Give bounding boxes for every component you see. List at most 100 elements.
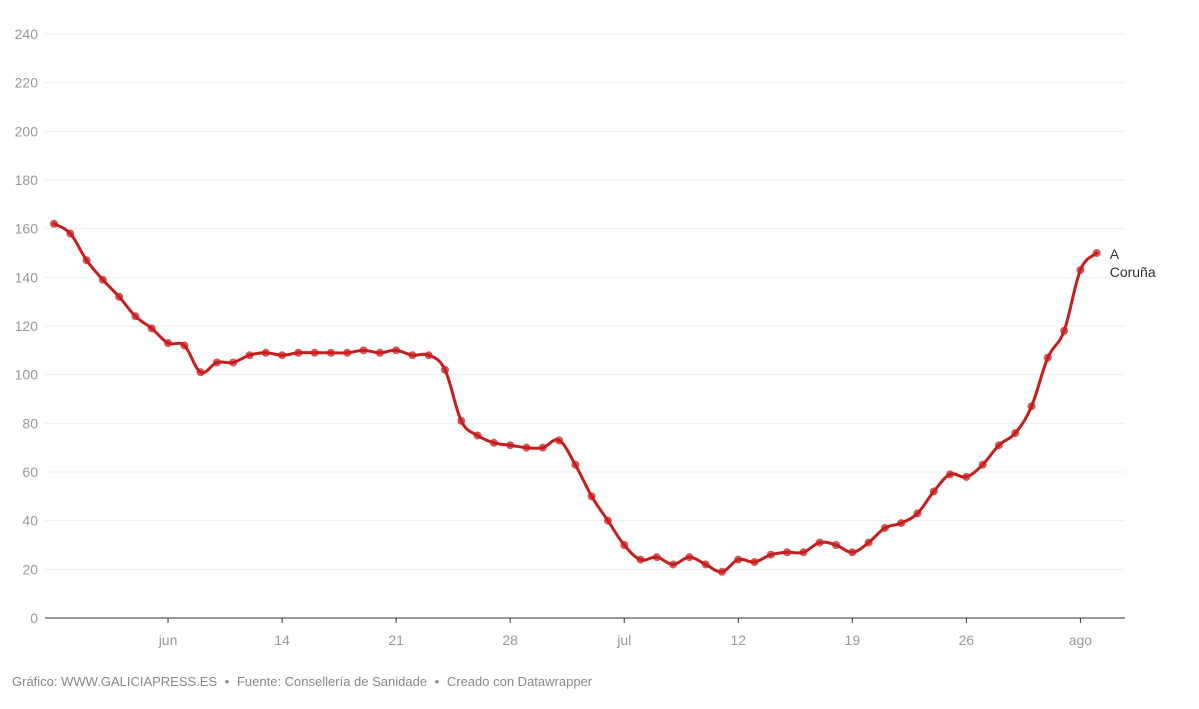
data-point <box>66 229 75 238</box>
data-point <box>783 548 792 557</box>
line-chart: 0 20 40 60 80 100 120 140 160 180 200 220 240 jun 14 2… <box>15 26 1156 648</box>
series-label-line: A <box>1110 246 1120 262</box>
data-point <box>897 519 906 528</box>
data-point <box>571 460 580 469</box>
x-tick-label: 19 <box>845 632 861 648</box>
data-point <box>929 487 938 496</box>
data-point <box>408 351 417 360</box>
y-tick-label: 20 <box>22 561 38 577</box>
data-point <box>734 555 743 564</box>
y-tick-label: 100 <box>15 367 39 383</box>
data-point <box>978 460 987 469</box>
data-point <box>1043 353 1052 362</box>
data-point <box>815 538 824 547</box>
x-tick-label: 21 <box>388 632 404 648</box>
y-tick-label: 0 <box>30 610 38 626</box>
y-axis-ticks: 0 20 40 60 80 100 120 140 160 180 200 220 240 <box>15 26 39 626</box>
data-point <box>962 472 971 481</box>
data-point <box>1060 326 1069 335</box>
data-point <box>1011 429 1020 438</box>
data-point <box>1076 266 1085 275</box>
data-point <box>278 351 287 360</box>
data-point <box>522 443 531 452</box>
footer-tool: Creado con Datawrapper <box>446 674 593 689</box>
data-point <box>913 509 922 518</box>
y-tick-label: 180 <box>15 172 39 188</box>
footer-source: Fuente: Consellería de Sanidade <box>236 674 428 689</box>
data-point <box>375 348 384 357</box>
data-point <box>717 567 726 576</box>
footer-separator: • <box>434 674 440 689</box>
data-point <box>147 324 156 333</box>
data-point <box>848 548 857 557</box>
data-point <box>212 358 221 367</box>
data-point <box>229 358 238 367</box>
y-tick-label: 60 <box>22 464 38 480</box>
data-point <box>636 555 645 564</box>
data-point <box>555 436 564 445</box>
data-point <box>457 416 466 425</box>
series-label-line: Coruña <box>1110 264 1156 280</box>
x-tick-label: jun <box>158 632 178 648</box>
data-point <box>1092 249 1101 257</box>
data-point <box>98 275 107 284</box>
y-tick-label: 220 <box>15 75 39 91</box>
data-point <box>685 553 694 562</box>
data-point <box>652 553 661 562</box>
footer-credit: Gráfico: WWW.GALICIAPRESS.ES <box>12 674 218 689</box>
data-point <box>587 492 596 501</box>
data-point <box>994 441 1003 450</box>
data-point <box>343 348 352 357</box>
x-tick-label: ago <box>1069 632 1093 648</box>
data-point <box>473 431 482 440</box>
data-point <box>82 256 91 265</box>
x-tick-label: jul <box>616 632 631 648</box>
series-points <box>50 219 1101 576</box>
data-point <box>326 348 335 357</box>
x-tick-label: 14 <box>274 632 290 648</box>
footer-separator: • <box>224 674 230 689</box>
data-point <box>799 548 808 557</box>
data-point <box>50 219 58 228</box>
data-point <box>603 516 612 525</box>
data-point <box>359 346 368 355</box>
y-tick-label: 120 <box>15 318 39 334</box>
chart-footer: Gráfico: WWW.GALICIAPRESS.ES • Fuente: C… <box>12 674 592 689</box>
y-tick-label: 40 <box>22 513 38 529</box>
data-point <box>750 558 759 567</box>
x-tick-label: 12 <box>730 632 746 648</box>
data-point <box>196 368 205 377</box>
data-point <box>164 339 173 348</box>
data-point <box>620 541 629 549</box>
data-point <box>294 348 303 357</box>
y-tick-label: 140 <box>15 269 39 285</box>
data-point <box>441 365 450 374</box>
data-point <box>1027 402 1036 411</box>
data-point <box>180 341 189 350</box>
data-point <box>506 441 515 450</box>
data-point <box>245 351 254 360</box>
data-point <box>392 346 401 355</box>
x-tick-label: 26 <box>959 632 975 648</box>
data-point <box>310 348 319 357</box>
data-point <box>701 560 710 569</box>
y-tick-label: 160 <box>15 221 39 237</box>
data-point <box>131 312 140 321</box>
y-tick-label: 200 <box>15 123 39 139</box>
data-point <box>880 523 889 532</box>
y-gridlines <box>45 33 1125 570</box>
x-tick-label: 28 <box>502 632 518 648</box>
series-line-a-coruna <box>52 222 1099 574</box>
x-axis-ticks: jun 14 21 28 jul 12 19 26 ago <box>158 618 1093 648</box>
data-point <box>489 438 498 447</box>
data-point <box>946 470 955 479</box>
series-label: A Coruña <box>1110 246 1156 280</box>
data-point <box>669 560 678 569</box>
data-point <box>538 443 547 452</box>
data-point <box>832 541 841 549</box>
y-tick-label: 240 <box>15 26 39 42</box>
data-point <box>261 348 270 357</box>
data-point <box>115 292 124 301</box>
data-point <box>864 538 873 547</box>
y-tick-label: 80 <box>22 415 38 431</box>
